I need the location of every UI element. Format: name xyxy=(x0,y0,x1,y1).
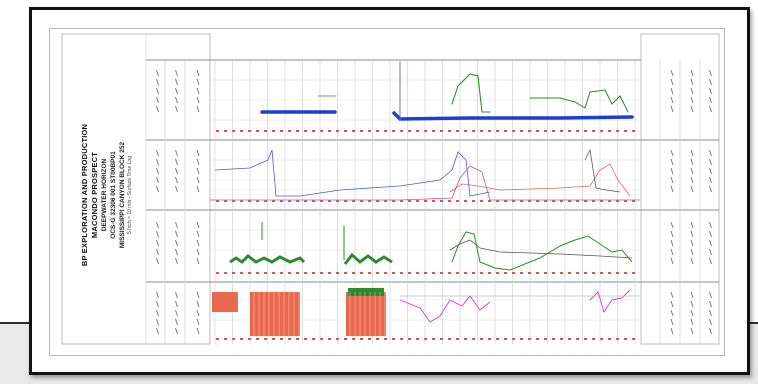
scale-line: 5 Inch = 10 min - Surface Time Log xyxy=(127,156,133,234)
track-2-traces xyxy=(210,148,640,201)
title-line-5: MISSISSIPPI CANYON BLOCK 252 xyxy=(119,141,126,249)
track-1-traces xyxy=(260,61,634,121)
track-dividers xyxy=(146,59,719,283)
track-3-traces xyxy=(229,222,633,271)
title-line-3: DEEPWATER HORIZON xyxy=(101,158,108,232)
log-sheet xyxy=(49,28,725,356)
title-line-1: BP EXPLORATION AND PRODUCTION xyxy=(80,123,89,267)
header-labels xyxy=(156,69,712,335)
document-title-block: BP EXPLORATION AND PRODUCTION MACONDO PR… xyxy=(64,73,150,317)
track-4-traces xyxy=(212,288,640,336)
left-header-columns xyxy=(145,34,701,344)
horizontal-grid xyxy=(210,79,641,321)
title-line-2: MACONDO PROSPECT xyxy=(90,151,99,239)
left-header-block xyxy=(61,33,211,345)
vertical-grid xyxy=(214,60,636,344)
depth-markers xyxy=(216,130,635,340)
title-line-4: OCS-G 32306 001 ST00BP01 xyxy=(110,151,117,239)
